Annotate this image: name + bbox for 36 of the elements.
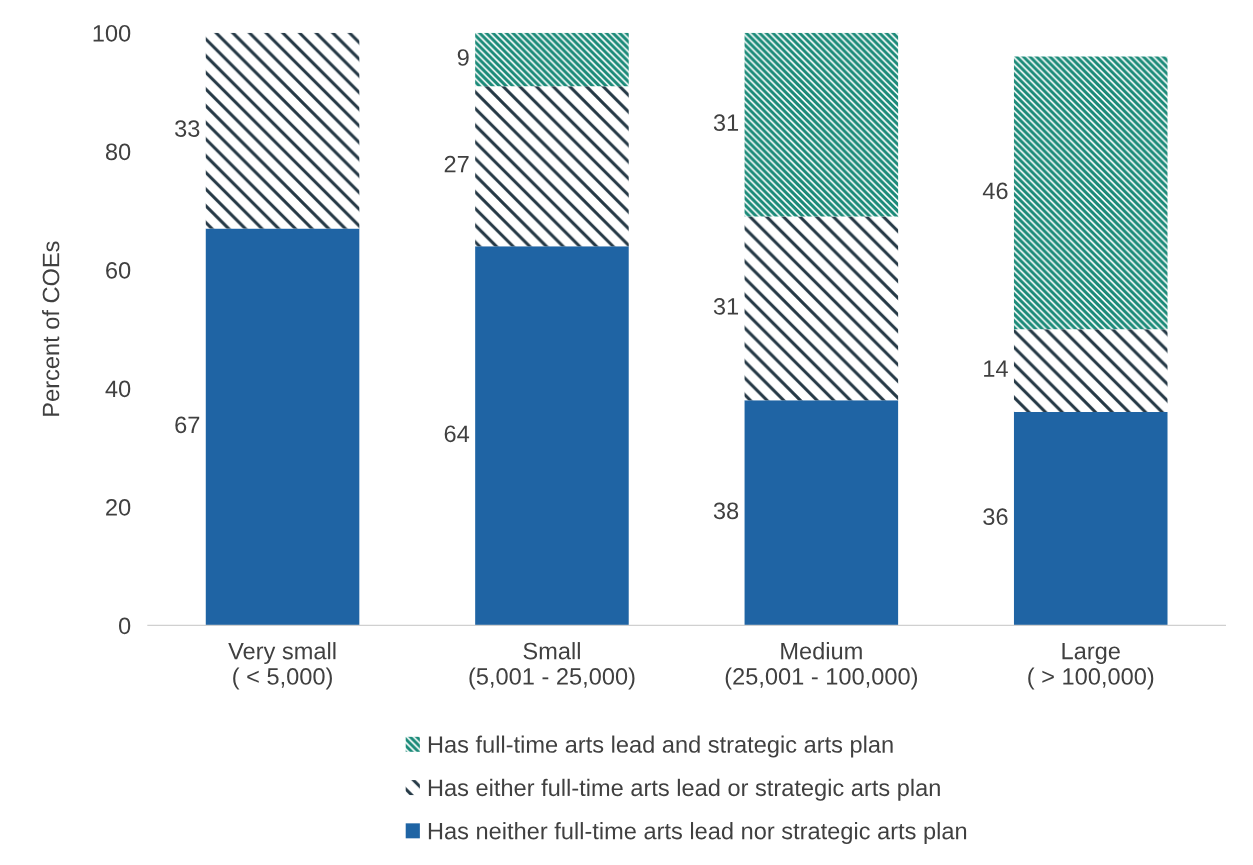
data-label: 33 [175, 120, 200, 137]
x-tick-label: Medium (25,001 - 100,000) [725, 642, 918, 690]
bar [744, 400, 899, 626]
y-tick-label: 0 [118, 617, 131, 635]
bar [475, 86, 629, 247]
legend-label: Has either full-time arts lead or strategic arts plan [428, 778, 940, 801]
legend-label: Has neither full-time arts lead nor strategic arts plan [428, 822, 967, 845]
bar [1013, 56, 1168, 330]
data-label: 38 [713, 502, 739, 520]
x-tick-label: Large ( > 100,000) [1028, 642, 1154, 690]
x-tick-label: Small (5,001 - 25,000) [469, 642, 635, 690]
data-label: 27 [444, 155, 469, 173]
bar [1013, 329, 1168, 413]
data-label: 14 [984, 360, 1008, 377]
y-axis-title: Percent of COEs [42, 241, 60, 416]
data-label: 67 [175, 416, 200, 434]
bar [744, 32, 899, 217]
data-label: 36 [983, 508, 1008, 526]
bar [744, 216, 899, 401]
data-label: 9 [457, 49, 469, 66]
data-label: 31 [713, 298, 739, 315]
bar [1013, 412, 1168, 626]
y-tick-label: 60 [106, 261, 131, 279]
bar [475, 32, 629, 87]
bar [205, 32, 360, 229]
y-tick-label: 100 [93, 24, 131, 42]
y-tick-label: 80 [105, 143, 131, 161]
x-tick-label: Very small ( < 5,000) [228, 642, 336, 690]
bar [475, 246, 629, 626]
data-label: 46 [982, 182, 1008, 200]
data-label: 64 [444, 425, 470, 443]
legend-label: Has full-time arts lead and strategic arts plan [428, 735, 893, 758]
bar [205, 228, 360, 626]
data-label: 31 [713, 114, 739, 132]
y-tick-label: 40 [105, 380, 131, 398]
y-tick-label: 20 [106, 498, 131, 516]
